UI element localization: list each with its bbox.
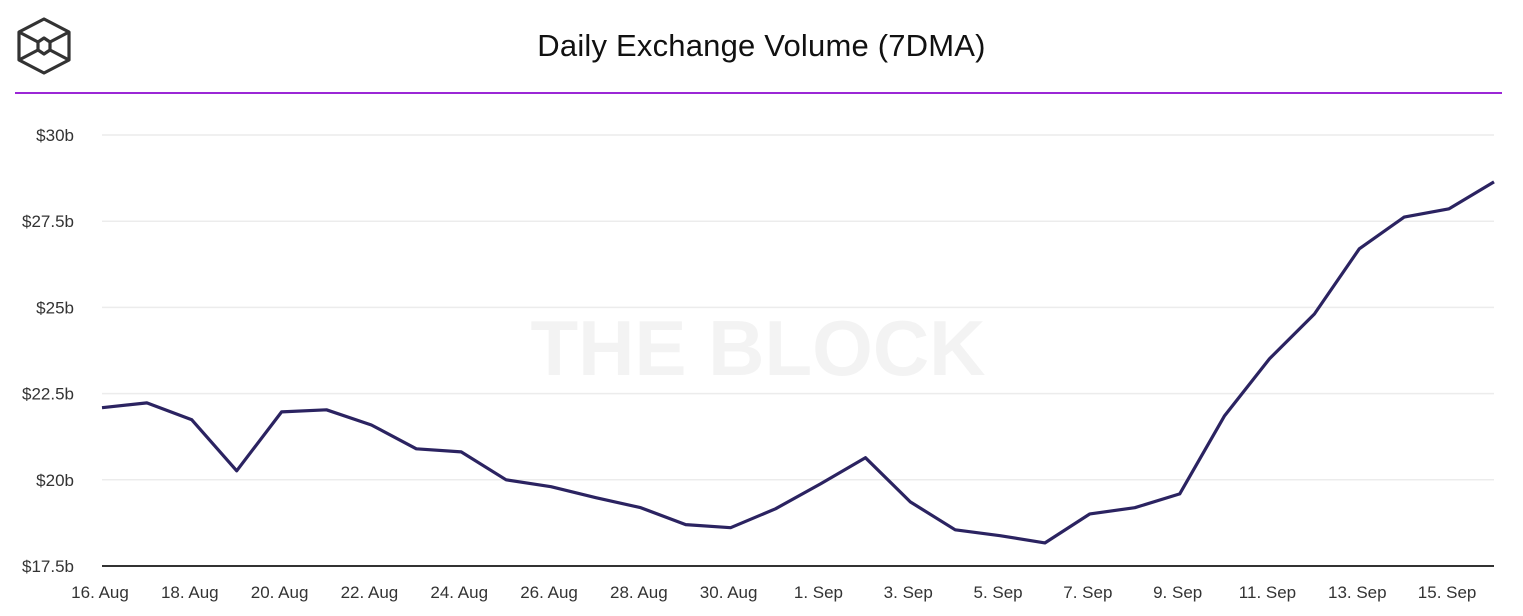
data-point[interactable]: [503, 477, 509, 483]
x-tick-label: 13. Sep: [1328, 583, 1387, 602]
data-point[interactable]: [1087, 511, 1093, 517]
data-point[interactable]: [1356, 246, 1362, 252]
x-tick-label: 22. Aug: [341, 583, 399, 602]
x-tick-label: 16. Aug: [71, 583, 129, 602]
data-point[interactable]: [458, 449, 464, 455]
x-tick-label: 20. Aug: [251, 583, 309, 602]
data-point[interactable]: [99, 405, 105, 411]
y-tick-label: $17.5b: [22, 557, 74, 576]
series-line: [101, 180, 1495, 545]
x-tick-label: 1. Sep: [794, 583, 843, 602]
data-point[interactable]: [997, 533, 1003, 539]
data-point[interactable]: [324, 407, 330, 413]
data-point[interactable]: [1132, 505, 1138, 511]
y-tick-label: $22.5b: [22, 385, 74, 404]
x-tick-label: 3. Sep: [884, 583, 933, 602]
y-tick-label: $27.5b: [22, 212, 74, 231]
gridlines: [102, 134, 1494, 481]
x-tick-label: 26. Aug: [520, 583, 578, 602]
data-point[interactable]: [234, 468, 240, 474]
the-block-logo-icon: [14, 16, 74, 76]
data-point[interactable]: [1311, 311, 1317, 317]
data-point[interactable]: [593, 495, 599, 501]
x-tick-label: 18. Aug: [161, 583, 219, 602]
x-tick-label: 15. Sep: [1418, 583, 1477, 602]
data-point[interactable]: [413, 446, 419, 452]
y-axis-ticks: $30b $27.5b $25b $22.5b $20b $17.5b: [22, 126, 74, 576]
data-point[interactable]: [279, 409, 285, 415]
x-tick-label: 5. Sep: [973, 583, 1022, 602]
x-tick-label: 9. Sep: [1153, 583, 1202, 602]
header-divider: [15, 92, 1502, 94]
x-tick-label: 11. Sep: [1239, 583, 1296, 602]
data-point[interactable]: [773, 506, 779, 512]
data-point[interactable]: [1266, 356, 1272, 362]
x-tick-label: 30. Aug: [700, 583, 758, 602]
watermark: THE BLOCK: [531, 304, 986, 392]
data-point[interactable]: [548, 484, 554, 490]
data-point[interactable]: [1401, 214, 1407, 220]
data-point[interactable]: [638, 505, 644, 511]
data-point[interactable]: [683, 522, 689, 528]
chart-title: Daily Exchange Volume (7DMA): [537, 28, 986, 63]
data-point[interactable]: [1222, 413, 1228, 419]
x-tick-label: 7. Sep: [1063, 583, 1112, 602]
x-tick-label: 24. Aug: [430, 583, 488, 602]
data-point[interactable]: [1491, 179, 1497, 185]
x-tick-label: 28. Aug: [610, 583, 668, 602]
data-point[interactable]: [1042, 540, 1048, 546]
x-axis-ticks: 16. Aug 18. Aug 20. Aug 22. Aug 24. Aug 26. A…: [71, 583, 1476, 602]
data-point[interactable]: [952, 527, 958, 533]
data-point[interactable]: [862, 455, 868, 461]
y-tick-label: $25b: [36, 298, 74, 317]
data-point[interactable]: [1446, 206, 1452, 212]
data-point[interactable]: [368, 422, 374, 428]
y-tick-label: $30b: [36, 126, 74, 145]
y-tick-label: $20b: [36, 471, 74, 490]
data-point[interactable]: [907, 499, 913, 505]
data-point[interactable]: [817, 481, 823, 487]
data-point[interactable]: [1177, 491, 1183, 497]
data-point[interactable]: [144, 400, 150, 406]
data-point[interactable]: [189, 417, 195, 423]
data-point[interactable]: [728, 525, 734, 531]
